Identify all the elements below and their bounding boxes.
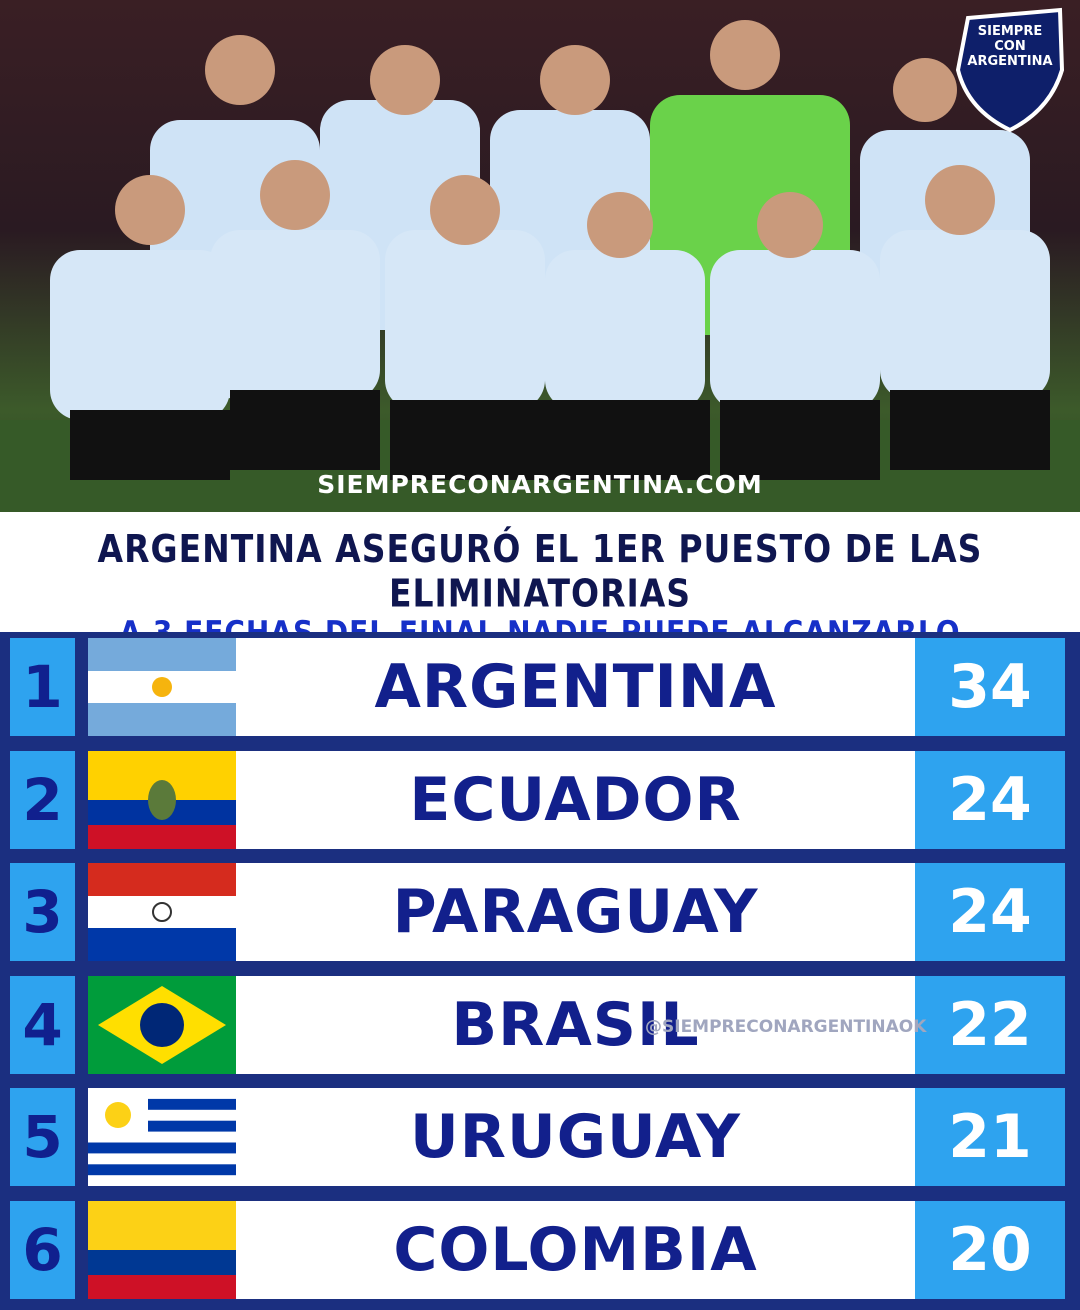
points-cell: 21 [915, 1088, 1065, 1186]
logo-line: SIEMPRE [977, 24, 1043, 39]
flag-image [88, 975, 236, 1074]
logo-line: CON [994, 39, 1026, 54]
flag [88, 1200, 236, 1299]
team-name: BRASIL [236, 975, 915, 1074]
flag-image [88, 638, 236, 736]
flag [88, 638, 236, 736]
table-watermark: @SIEMPRECONARGENTINAOK [645, 1017, 927, 1037]
rank-cell: 1 [10, 638, 75, 736]
flag [88, 863, 236, 961]
points-cell: 24 [915, 750, 1065, 849]
flag [88, 975, 236, 1074]
flag-image [88, 750, 236, 849]
points-cell: 22 [915, 975, 1065, 1074]
team-name: URUGUAY [236, 1088, 915, 1186]
headline: ARGENTINA ASEGURÓ EL 1ER PUESTO DE LAS E… [97, 526, 983, 616]
team-photo: SIEMPRE CON ARGENTINA SIEMPRECONARGENTIN… [0, 0, 1080, 512]
points-cell: 24 [915, 863, 1065, 961]
logo: SIEMPRE CON ARGENTINA [960, 24, 1060, 69]
team-name: ECUADOR [236, 750, 915, 849]
points-cell: 20 [915, 1200, 1065, 1299]
rank-cell: 3 [10, 863, 75, 961]
logo-line: ARGENTINA [967, 54, 1053, 69]
flag [88, 750, 236, 849]
team-name: ARGENTINA [236, 638, 915, 736]
team-name: COLOMBIA [236, 1200, 915, 1299]
rank-cell: 5 [10, 1088, 75, 1186]
flag-image [88, 1088, 236, 1186]
rank-cell: 6 [10, 1200, 75, 1299]
flag [88, 1088, 236, 1186]
flag-image [88, 863, 236, 961]
standings-table: 1 ARGENTINA 34 2 ECUADOR 24 3 PARAGUAY 24 4 BRASIL… [0, 632, 1080, 1310]
rank-cell: 2 [10, 750, 75, 849]
flag-image [88, 1200, 236, 1299]
team-name: PARAGUAY [236, 863, 915, 961]
photo-illustration [0, 7, 1080, 512]
photo-watermark: SIEMPRECONARGENTINA.COM [317, 470, 763, 499]
points-cell: 34 [915, 638, 1065, 736]
header: ARGENTINA ASEGURÓ EL 1ER PUESTO DE LAS E… [0, 512, 1080, 651]
rank-cell: 4 [10, 975, 75, 1074]
